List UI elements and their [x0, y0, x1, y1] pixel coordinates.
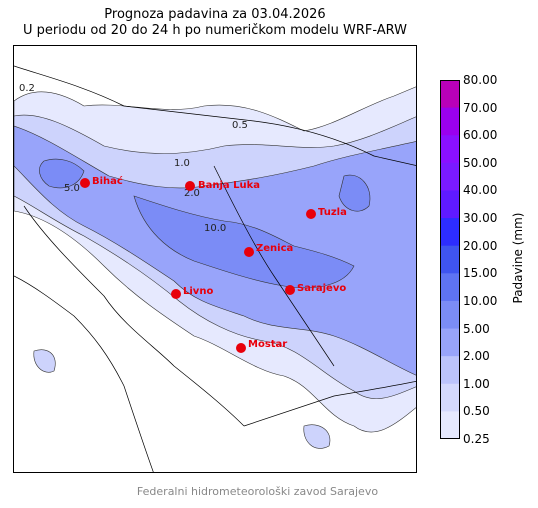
colorbar-tick-label: 5.00 — [463, 321, 490, 336]
contour-label: 1.0 — [174, 158, 190, 169]
colorbar-tick-label: 60.00 — [463, 128, 498, 143]
colorbar-tick-label: 80.00 — [463, 73, 498, 87]
precip-core-1 — [133, 195, 355, 289]
precip-spot-south — [33, 349, 56, 373]
city-label: Mostar — [248, 339, 287, 350]
colorbar — [440, 80, 460, 443]
colorbar-segment — [440, 135, 460, 164]
precip-core-3 — [338, 174, 371, 212]
city-label: Banja Luka — [198, 180, 260, 191]
colorbar-segment — [440, 218, 460, 247]
city-tuzla[interactable]: Tuzla — [306, 207, 347, 219]
colorbar-segment — [440, 190, 460, 219]
colorbar-tick-label: 2.00 — [463, 349, 490, 364]
colorbar-segment — [440, 300, 460, 330]
contour-label: 0.2 — [19, 83, 35, 94]
city-mostar[interactable]: Mostar — [236, 339, 287, 353]
colorbar-segment — [440, 356, 460, 385]
colorbar-segment — [440, 411, 460, 440]
colorbar-segment — [440, 107, 460, 136]
contour-label: 5.0 — [64, 183, 80, 194]
city-sarajevo[interactable]: Sarajevo — [285, 283, 346, 295]
city-label: Bihać — [92, 175, 123, 187]
colorbar-segment — [440, 245, 460, 274]
colorbar-tick-label: 1.00 — [463, 376, 490, 391]
contour-label: 2.0 — [184, 188, 200, 199]
colorbar-segment — [440, 273, 460, 302]
city-banja-luka[interactable]: Banja Luka — [185, 180, 260, 191]
colorbar-tick-label: 30.00 — [463, 211, 498, 226]
colorbar-tick-label: 15.00 — [463, 266, 498, 281]
map-title: Prognoza padavina za 03.04.2026 — [104, 7, 326, 22]
city-label: Tuzla — [318, 207, 347, 218]
colorbar-label: Padavine (mm) — [511, 212, 525, 304]
precipitation-map[interactable]: 0.2 0.5 1.0 2.0 5.0 10.0 Bihać Banja Luk… — [13, 45, 417, 473]
precip-core-2 — [39, 158, 85, 189]
city-zenica[interactable]: Zenica — [244, 243, 293, 257]
precip-spot-southeast — [303, 424, 331, 449]
colorbar-tick-label: 10.00 — [463, 293, 498, 308]
colorbar-tick-label: 0.25 — [463, 432, 490, 446]
city-label: Livno — [183, 286, 213, 297]
colorbar-segment — [440, 383, 460, 412]
colorbar-tick-label: 50.00 — [463, 155, 498, 170]
colorbar-tick-label: 20.00 — [463, 238, 498, 253]
colorbar-tick-label: 0.50 — [463, 404, 490, 419]
colorbar-segment — [440, 162, 460, 191]
city-label: Zenica — [256, 243, 293, 254]
city-label: Sarajevo — [297, 283, 346, 294]
colorbar-segment — [440, 80, 460, 109]
city-livno[interactable]: Livno — [171, 286, 213, 299]
colorbar-segment — [440, 328, 460, 357]
map-subtitle: U periodu od 20 do 24 h po numeričkom mo… — [22, 23, 408, 38]
border-lines — [14, 65, 416, 472]
city-bihac[interactable]: Bihać — [80, 175, 123, 188]
contour-label: 10.0 — [204, 223, 226, 234]
colorbar-tick-label: 40.00 — [463, 183, 498, 198]
credit-text: Federalni hidrometeorološki zavod Saraje… — [136, 485, 379, 498]
colorbar-tick-label: 70.00 — [463, 100, 498, 115]
contour-label: 0.5 — [232, 120, 248, 131]
